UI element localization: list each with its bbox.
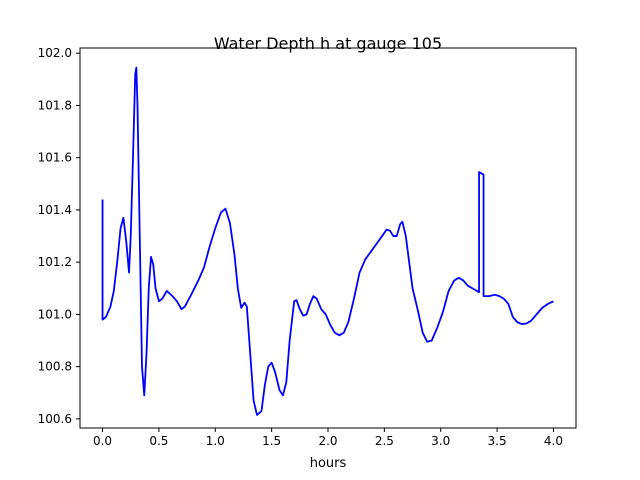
y-tick-label: 101.8 <box>38 98 72 112</box>
x-tick-label: 1.0 <box>206 434 225 448</box>
x-tick-label: 2.5 <box>375 434 394 448</box>
chart-title: Water Depth h at gauge 105 <box>214 34 442 53</box>
x-axis-label: hours <box>310 456 347 471</box>
plot-area <box>101 66 554 416</box>
x-tick-label: 0.5 <box>149 434 168 448</box>
axes-frame <box>79 47 577 429</box>
x-tick-label: 4.0 <box>544 434 563 448</box>
y-tick-label: 102.0 <box>38 46 72 60</box>
y-tick-label: 101.4 <box>38 203 72 217</box>
y-tick-label: 101.0 <box>38 307 72 321</box>
x-tick-label: 1.5 <box>262 434 281 448</box>
y-tick-label: 100.8 <box>38 360 72 374</box>
y-tick-label: 101.6 <box>38 151 72 165</box>
axis-ticks: 0.0 0.5 1.0 1.5 2.0 2.5 3.0 3.5 4.0 100.6 100.8 101… <box>38 46 563 448</box>
y-tick-label: 100.6 <box>38 412 72 426</box>
y-tick-label: 101.2 <box>38 255 72 269</box>
x-tick-label: 0.0 <box>93 434 112 448</box>
series-line-0 <box>101 66 554 416</box>
x-tick-label: 3.0 <box>431 434 450 448</box>
x-tick-label: 2.0 <box>318 434 337 448</box>
x-tick-label: 3.5 <box>488 434 507 448</box>
